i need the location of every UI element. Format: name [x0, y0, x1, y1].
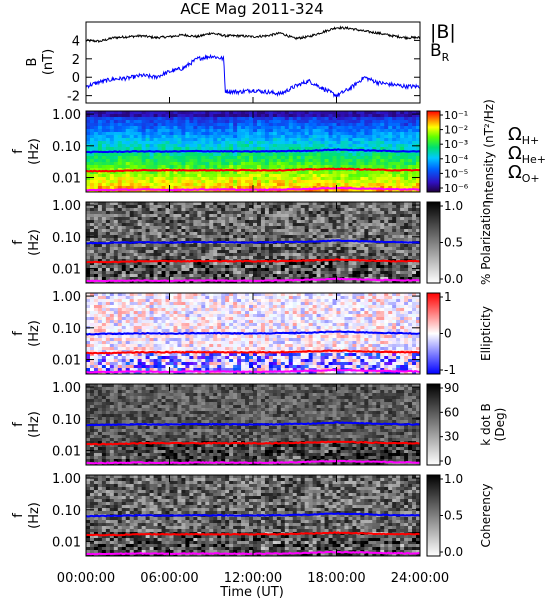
- colorbar-tick-label: -1: [444, 363, 456, 377]
- ytick-label: 0.10: [52, 231, 81, 246]
- panel-spectrogram-1: 1.00 0.10 0.01 f (Hz) 10⁻¹ 10⁻²10⁻³ 10⁻⁴10⁻⁵ 10⁻…: [11, 99, 496, 204]
- colorbar: [426, 110, 441, 193]
- colorbar-tick-label: 30: [444, 430, 459, 444]
- gyrofrequency-line-h-plus: [85, 330, 421, 336]
- ytick-label: 1.00: [52, 290, 81, 305]
- series-line-b-total: [85, 25, 421, 44]
- colorbar-tick-label: 0.5: [444, 509, 463, 523]
- gyrofrequency-line-he-plus: [85, 440, 421, 446]
- ytick-label: 0.01: [52, 536, 81, 551]
- legend-gyrofrequencies: ΩH+ ΩHe+ ΩO+: [508, 124, 546, 185]
- gyrofrequency-line-h-plus: [85, 239, 421, 245]
- colorbar-tick-label: 10⁻⁶: [444, 182, 469, 195]
- colorbar-tick-label: 1.0: [444, 472, 463, 486]
- xtick-label: 00:00:00: [57, 571, 115, 586]
- ytick-label: 0.01: [52, 445, 81, 460]
- panel-b-field: -2 0 2 4 B (nT): [25, 21, 421, 105]
- colorbar-label: % Polarization: [479, 200, 493, 285]
- gyrofrequency-line-he-plus: [85, 167, 421, 173]
- spectrogram-raster: [86, 202, 421, 284]
- colorbar-tick-label: 90: [444, 381, 459, 395]
- ytick-label: 1.00: [52, 472, 81, 487]
- ytick-label: 2: [72, 53, 80, 68]
- gyrofrequency-line-h-plus: [85, 512, 421, 518]
- legend-br: BR: [430, 41, 450, 64]
- series-line-b-r: [85, 53, 421, 100]
- panel-spectrogram-4: 1.00 0.10 0.01 f (Hz) 90 60 30 0 k dot B (Deg): [11, 381, 507, 468]
- panel-spectrogram-2: 1.00 0.10 0.01 f (Hz) 1.0 0.5 0.0 % Polarization: [11, 199, 493, 286]
- colorbar-tick-label: 0.0: [444, 545, 463, 559]
- ytick-label: 0.01: [52, 354, 81, 369]
- y-axis-unit: (Hz): [27, 411, 42, 438]
- gyrofrequency-line-h-plus: [85, 421, 420, 427]
- y-axis-unit: (Hz): [27, 502, 42, 529]
- ytick-label: 0: [72, 71, 80, 86]
- panel-spectrogram-3: 1.00 0.10 0.01 f (Hz) 1 0 -1 Ellipticity: [11, 290, 493, 377]
- y-axis-unit: (nT): [41, 49, 56, 75]
- legend-btotal: |B|: [430, 21, 456, 43]
- panel-spectrogram-5: 1.00 0.10 0.01 f (Hz) 1.0 0.5 0.0 Coherency: [11, 472, 493, 559]
- ytick-label: 0.10: [52, 140, 81, 155]
- colorbar-tick-label: 0: [444, 327, 452, 341]
- ytick-label: 4: [72, 34, 80, 49]
- colorbar-tick-label: 0.0: [444, 272, 463, 286]
- gyrofrequency-line-he-plus: [85, 349, 421, 355]
- ytick-label: -2: [67, 90, 80, 105]
- colorbar-tick-label: 10⁻⁵: [444, 167, 468, 180]
- colorbar-label: Ellipticity: [479, 306, 493, 361]
- y-axis-unit: (Hz): [27, 229, 42, 256]
- x-axis-label: Time (UT): [219, 585, 284, 600]
- ytick-label: 1.00: [52, 199, 81, 214]
- colorbar: [426, 292, 441, 375]
- colorbar-tick-label: 10⁻¹: [444, 109, 468, 122]
- y-axis-label: B: [25, 58, 40, 67]
- colorbar-tick-label: 0.5: [444, 236, 463, 250]
- colorbar-tick-label: 10⁻²: [444, 124, 468, 137]
- xtick-label: 24:00:00: [391, 571, 449, 586]
- colorbar: [426, 383, 441, 466]
- ytick-label: 0.10: [52, 504, 81, 519]
- x-axis: 00:00:00 06:00:00 12:00:00 18:00:00 24:00:00: [57, 571, 449, 586]
- colorbar: [426, 201, 441, 284]
- legend-magnetic: |B| BR: [430, 21, 456, 64]
- colorbar-label: Coherency: [479, 483, 493, 547]
- chart-title: ACE Mag 2011-324: [180, 0, 323, 18]
- y-axis-label: f: [11, 422, 26, 427]
- colorbar-tick-label: 0: [444, 454, 452, 468]
- xtick-label: 12:00:00: [224, 571, 282, 586]
- colorbar-label: k dot B: [479, 403, 493, 445]
- ytick-label: 1.00: [52, 108, 81, 123]
- colorbar: [426, 474, 441, 557]
- colorbar-tick-label: 10⁻⁴: [444, 153, 469, 166]
- colorbar-tick-label: 10⁻³: [444, 138, 468, 151]
- ytick-label: 0.10: [52, 413, 81, 428]
- xtick-label: 06:00:00: [140, 571, 198, 586]
- colorbar-tick-label: 60: [444, 405, 459, 419]
- ytick-label: 0.10: [52, 322, 81, 337]
- xtick-label: 18:00:00: [307, 571, 365, 586]
- ytick-label: 0.01: [52, 172, 81, 187]
- y-axis-label: f: [11, 331, 26, 336]
- gyrofrequency-line-he-plus: [85, 258, 421, 264]
- colorbar-tick-label: 1: [444, 290, 452, 304]
- y-axis-unit: (Hz): [27, 320, 42, 347]
- colorbar-label-unit: (Deg): [493, 408, 507, 442]
- colorbar-label: Intensity (nT²/Hz): [482, 99, 496, 204]
- ytick-label: 0.01: [52, 263, 81, 278]
- legend-h-plus: ΩH+: [508, 124, 539, 147]
- gyrofrequency-line-he-plus: [85, 531, 421, 537]
- y-axis-label: f: [11, 513, 26, 518]
- ytick-label: 1.00: [52, 381, 81, 396]
- y-axis-label: f: [11, 240, 26, 245]
- spectrogram-raster: [86, 475, 421, 557]
- legend-o-plus: ΩO+: [508, 162, 540, 185]
- colorbar-tick-label: 1.0: [444, 199, 463, 213]
- gyrofrequency-line-h-plus: [85, 148, 421, 154]
- legend-he-plus: ΩHe+: [508, 143, 546, 166]
- y-axis-unit: (Hz): [27, 138, 42, 165]
- y-axis-label: f: [11, 149, 26, 154]
